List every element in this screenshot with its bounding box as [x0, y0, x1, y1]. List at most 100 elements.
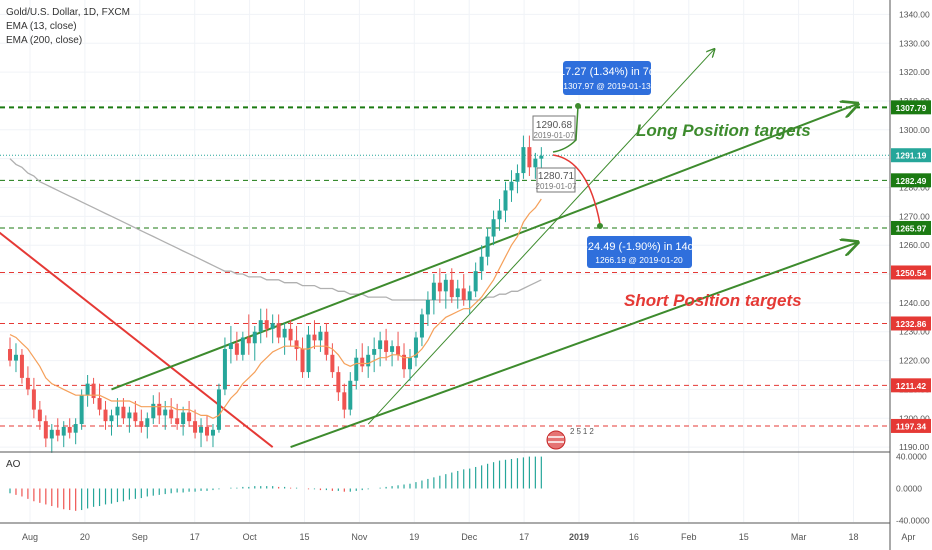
- candle: [61, 421, 66, 448]
- trendline-lower-channel: [290, 242, 858, 449]
- candle-body: [396, 346, 401, 355]
- candle: [390, 340, 395, 367]
- candle: [181, 406, 186, 436]
- candle-body: [419, 314, 424, 338]
- candle: [521, 135, 526, 179]
- candle-body: [276, 323, 281, 338]
- x-tick-label: 15: [299, 532, 309, 542]
- candle-body: [103, 409, 108, 422]
- candle-body: [8, 349, 12, 361]
- candle: [157, 392, 162, 425]
- candle: [318, 325, 323, 352]
- up-projection-dot: [575, 103, 581, 109]
- event-badge: 2512: [546, 427, 594, 450]
- candle: [419, 308, 424, 347]
- y-tick-label: 1320.00: [899, 67, 930, 77]
- candle-body: [431, 282, 436, 300]
- candle: [276, 314, 281, 344]
- y-tick-label: 1280.00: [899, 183, 930, 193]
- candle-body: [169, 409, 174, 419]
- candle: [234, 331, 239, 361]
- x-tick-label: Aug: [22, 532, 38, 542]
- high-box-price: 1290.68: [536, 120, 573, 131]
- candle: [151, 395, 156, 425]
- y-tick-label: 1270.00: [899, 211, 930, 221]
- candle-body: [49, 429, 54, 439]
- candle-body: [324, 331, 329, 355]
- candle: [431, 274, 436, 315]
- high-box-date: 2019-01-07: [534, 131, 575, 140]
- candle-body: [175, 418, 180, 425]
- price-level-tag-text: 1265.97: [896, 223, 927, 233]
- price-level-tag-text: 1282.49: [896, 176, 927, 186]
- up-projection-path: [552, 105, 579, 153]
- candle: [264, 308, 269, 338]
- candle: [509, 170, 514, 202]
- candle-body: [270, 323, 275, 329]
- down-projection-path: [552, 154, 601, 225]
- candle: [31, 377, 36, 419]
- candle-body: [187, 412, 192, 422]
- candle-body: [109, 415, 114, 422]
- candle-body: [157, 403, 162, 416]
- candle-body: [181, 412, 186, 425]
- candle-body: [145, 418, 150, 427]
- candle-body: [222, 349, 227, 390]
- candle: [425, 291, 430, 326]
- candle: [348, 372, 353, 416]
- candle-body: [85, 383, 90, 396]
- candle-body: [318, 331, 323, 341]
- candle-body: [61, 426, 66, 436]
- candle-body: [366, 354, 371, 367]
- candle-body: [533, 158, 538, 168]
- candle-body: [199, 426, 204, 433]
- y-tick-label: 1240.00: [899, 298, 930, 308]
- candle: [443, 274, 448, 309]
- high-box-frame: [532, 115, 576, 141]
- candle: [437, 268, 442, 303]
- down-box-frame: [587, 236, 692, 268]
- candle: [527, 135, 532, 176]
- candle-body: [425, 300, 430, 315]
- candle-body: [485, 236, 490, 257]
- candle-body: [449, 279, 454, 298]
- candle-body: [240, 337, 245, 355]
- candle-body: [55, 429, 60, 436]
- x-tick-label: Oct: [243, 532, 258, 542]
- candle: [479, 245, 484, 280]
- candle-body: [79, 395, 84, 425]
- candle-body: [342, 392, 347, 410]
- candle: [85, 375, 90, 407]
- candle-body: [527, 147, 532, 168]
- candle-body: [139, 421, 144, 427]
- up-box-target: 1307.97 @ 2019-01-13: [563, 81, 651, 91]
- candle: [73, 418, 78, 445]
- candle: [193, 409, 198, 439]
- candle: [210, 424, 215, 448]
- candle: [145, 412, 150, 439]
- y-tick-label: 1260.00: [899, 240, 930, 250]
- candle: [127, 406, 132, 433]
- candle: [79, 389, 84, 430]
- ao-pane-label: AO: [6, 459, 21, 470]
- candle-body: [443, 279, 448, 292]
- candle: [396, 331, 401, 361]
- candle: [258, 308, 263, 344]
- y-tick-label: 1330.00: [899, 38, 930, 48]
- price-level-tag-text: 1307.79: [896, 103, 927, 113]
- candle-body: [300, 349, 305, 373]
- ao-tick-label: 0.0000: [896, 484, 922, 494]
- candle: [103, 400, 108, 430]
- ema200-line: [9, 158, 542, 301]
- candle: [485, 227, 490, 266]
- y-tick-label: 1300.00: [899, 125, 930, 135]
- candle-body: [497, 210, 502, 220]
- candle: [121, 398, 126, 425]
- trendline-upper-channel: [111, 104, 857, 391]
- candle-body: [354, 357, 359, 381]
- candle-body: [43, 421, 48, 439]
- candle: [97, 383, 102, 416]
- candle: [515, 164, 520, 194]
